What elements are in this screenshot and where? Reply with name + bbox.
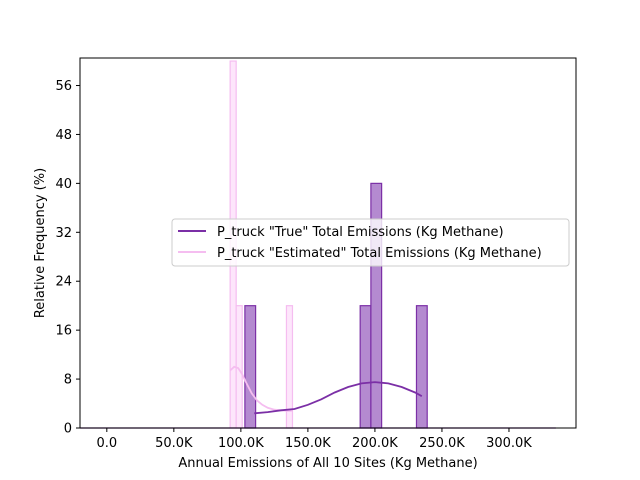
x-tick-label: 250.0K <box>419 436 465 451</box>
x-tick-label: 200.0K <box>352 436 398 451</box>
kde-curve-true <box>254 381 423 415</box>
x-tick-label: 150.0K <box>285 436 331 451</box>
histogram-bar-true-0 <box>244 305 257 429</box>
histogram-bar-true-3 <box>415 305 428 429</box>
legend-box <box>171 218 570 267</box>
legend-label-true: P_truck "True" Total Emissions (Kg Metha… <box>217 225 504 240</box>
x-axis-label: Annual Emissions of All 10 Sites (Kg Met… <box>178 456 477 471</box>
y-tick-label: 24 <box>55 275 72 290</box>
y-tick-label: 56 <box>55 79 72 94</box>
y-tick-label: 48 <box>55 128 72 143</box>
x-tick-label: 0.0 <box>96 436 117 451</box>
legend: P_truck "True" Total Emissions (Kg Metha… <box>171 218 570 267</box>
y-tick-label: 40 <box>55 177 72 192</box>
y-axis-ticks: 0 8 16 24 32 40 48 56 <box>55 79 80 437</box>
plot-frame <box>79 57 577 429</box>
y-tick-label: 16 <box>55 324 72 339</box>
y-tick-label: 32 <box>55 226 72 241</box>
histogram-bar-true-1 <box>359 305 372 429</box>
y-tick-label: 8 <box>64 373 72 388</box>
y-axis-label: Relative Frequency (%) <box>33 168 48 318</box>
x-tick-label: 300.0K <box>486 436 532 451</box>
legend-label-estimated: P_truck "Estimated" Total Emissions (Kg … <box>217 246 542 261</box>
x-tick-label: 100.0K <box>218 436 264 451</box>
x-tick-label: 50.0K <box>155 436 193 451</box>
y-tick-label: 0 <box>64 422 72 437</box>
x-axis-ticks: 0.0 50.0K 100.0K 150.0K 200.0K 250.0K 300.0K <box>96 428 532 451</box>
